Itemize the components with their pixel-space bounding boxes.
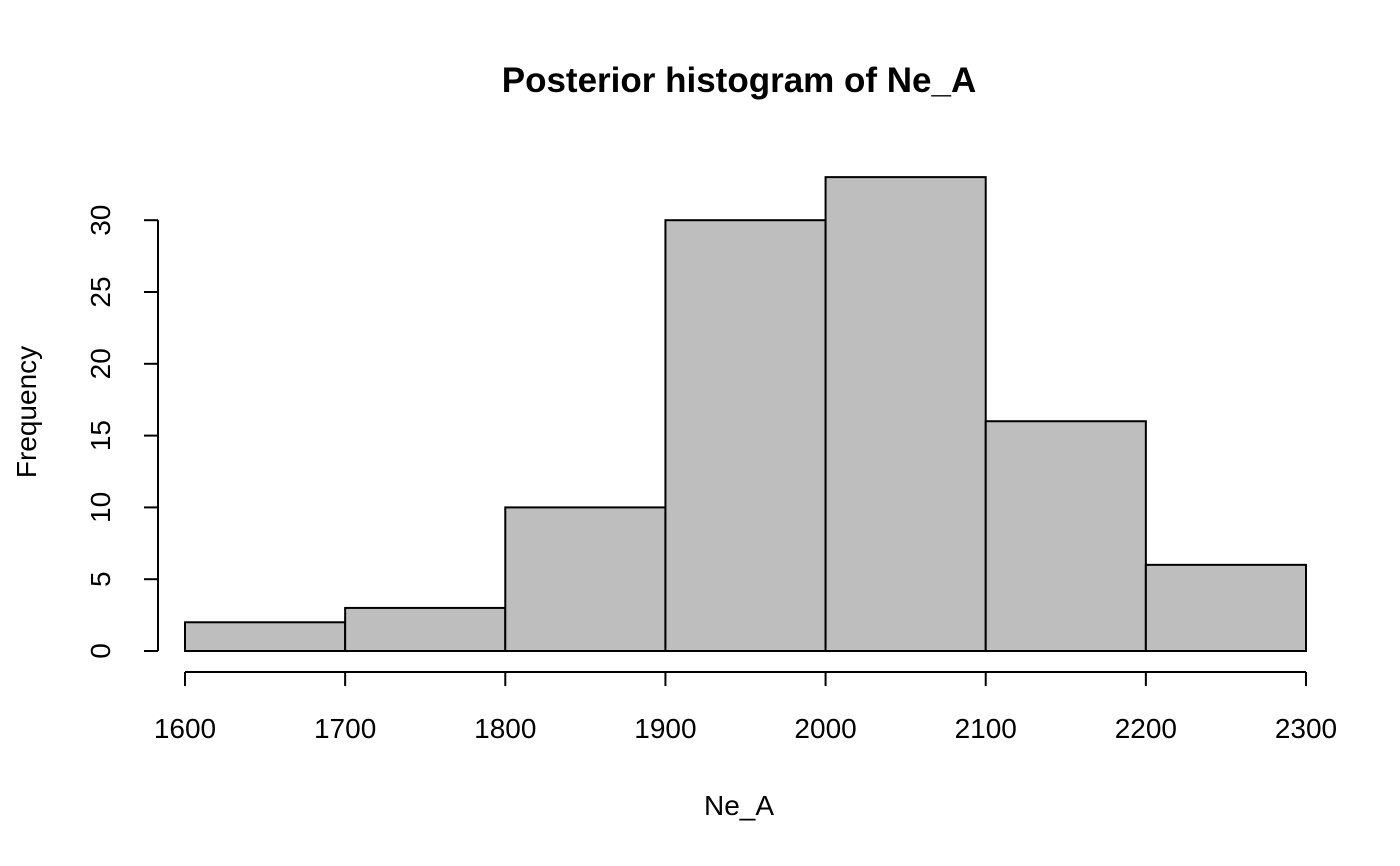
y-tick-label: 30 bbox=[85, 205, 116, 236]
x-tick-label: 1800 bbox=[474, 713, 536, 744]
x-tick-label: 1700 bbox=[314, 713, 376, 744]
y-tick-label: 5 bbox=[85, 571, 116, 587]
y-tick-label: 10 bbox=[85, 492, 116, 523]
x-tick-label: 1900 bbox=[634, 713, 696, 744]
histogram-bar-6 bbox=[984, 420, 1147, 652]
y-axis: 0 5 10 15 20 25 30 bbox=[85, 205, 159, 659]
histogram-bar-2 bbox=[344, 606, 507, 652]
x-tick-label: 2300 bbox=[1275, 713, 1337, 744]
histogram-bar-3 bbox=[504, 506, 667, 652]
x-tick-label: 2200 bbox=[1115, 713, 1177, 744]
x-tick-label: 1600 bbox=[154, 713, 216, 744]
y-tick-label: 25 bbox=[85, 276, 116, 307]
x-tick-label: 2100 bbox=[955, 713, 1017, 744]
y-tick-label: 0 bbox=[85, 643, 116, 659]
histogram-bar-5 bbox=[824, 176, 987, 652]
y-axis-label: Frequency bbox=[11, 346, 42, 478]
bars-group bbox=[184, 176, 1308, 653]
chart-title: Posterior histogram of Ne_A bbox=[502, 61, 977, 100]
x-axis: 1600 1700 1800 1900 2000 2100 2200 2300 bbox=[154, 671, 1337, 744]
y-tick-label: 20 bbox=[85, 348, 116, 379]
histogram-bar-4 bbox=[664, 219, 827, 652]
x-tick-label: 2000 bbox=[794, 713, 856, 744]
histogram-bar-1 bbox=[184, 621, 347, 653]
x-axis-label: Ne_A bbox=[704, 790, 774, 821]
y-tick-label: 15 bbox=[85, 420, 116, 451]
histogram-bar-7 bbox=[1144, 563, 1308, 653]
